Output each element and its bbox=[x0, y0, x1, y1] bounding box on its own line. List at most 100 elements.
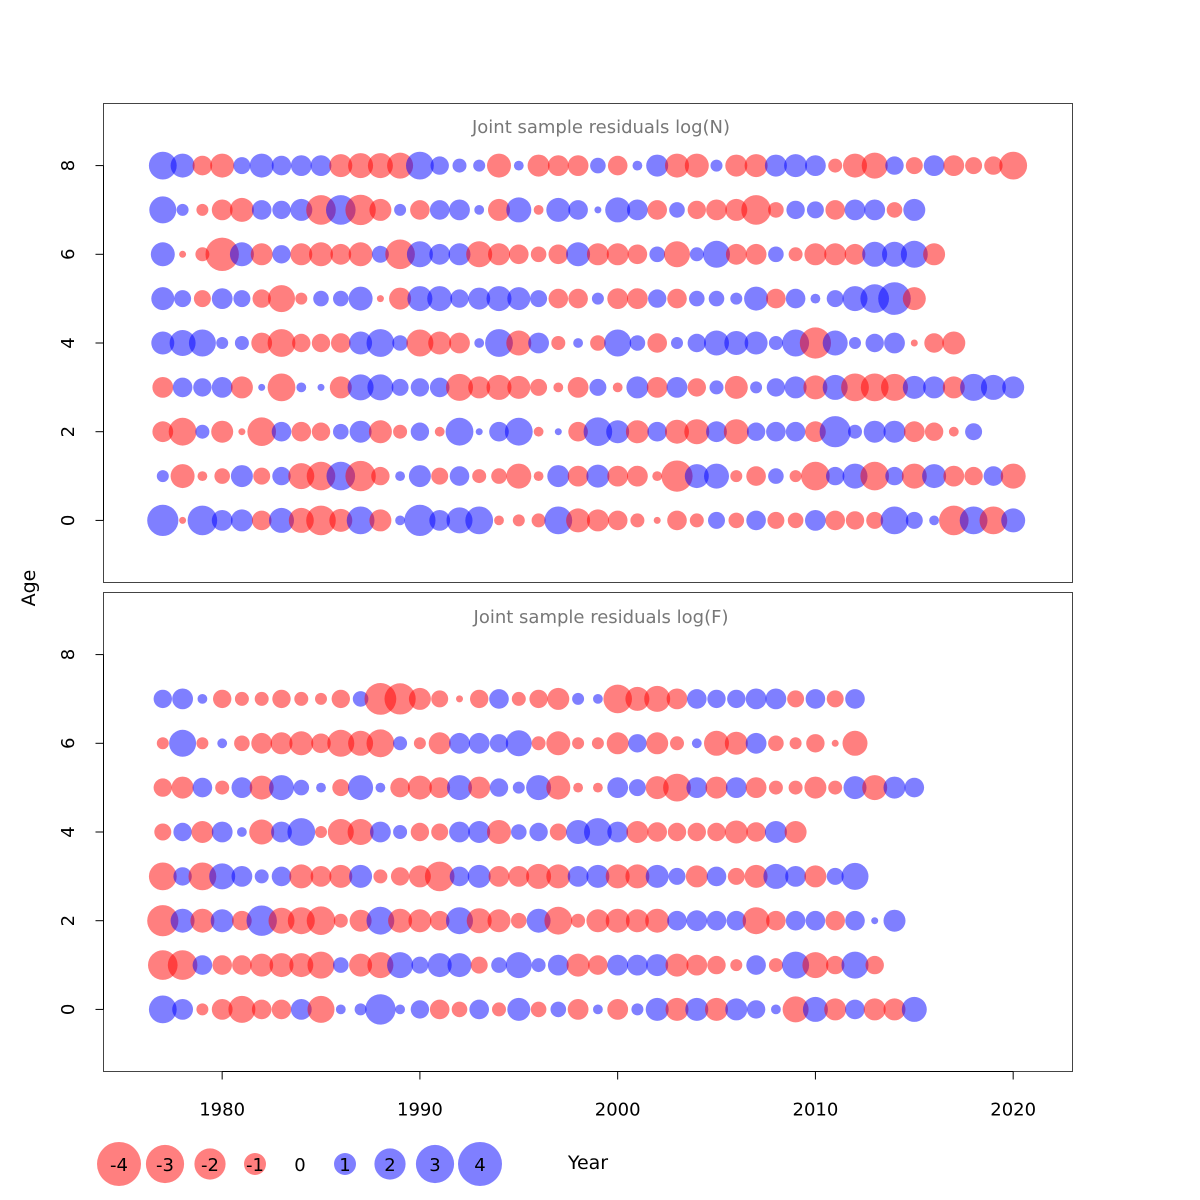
residual-bubble-age7-1998 bbox=[572, 692, 585, 705]
residual-bubble-age5-2002 bbox=[648, 289, 667, 308]
residual-bubble-age6-2000 bbox=[606, 243, 629, 266]
residual-bubble-age5-2008 bbox=[766, 288, 786, 309]
x-tick-label-1980: 1980 bbox=[199, 1100, 245, 1121]
residual-bubble-age3-2016 bbox=[923, 376, 946, 399]
x-axis: 1980 1990 2000 2010 2020 bbox=[199, 1071, 1036, 1121]
residual-bubble-age8-2015 bbox=[905, 157, 923, 175]
residual-bubble-age4-2008 bbox=[764, 821, 787, 843]
residual-bubble-age0-2013 bbox=[866, 511, 884, 529]
residual-bubble-age3-2010 bbox=[804, 865, 827, 888]
residual-bubble-age1-1987 bbox=[349, 953, 373, 977]
residual-bubble-age1-2009 bbox=[782, 951, 810, 979]
residual-bubble-age8-1982 bbox=[249, 153, 274, 178]
residual-bubble-age4-2000 bbox=[607, 821, 629, 843]
residual-bubble-age6-1978 bbox=[169, 729, 197, 757]
residual-bubble-age0-1985 bbox=[307, 995, 335, 1023]
residual-bubble-age6-2012 bbox=[844, 243, 866, 265]
residual-bubble-age0-1991 bbox=[429, 510, 451, 531]
residual-bubble-age8-2001 bbox=[632, 160, 643, 171]
residual-bubble-age2-1993 bbox=[475, 428, 483, 436]
residual-bubble-age7-1987 bbox=[345, 194, 376, 226]
legend-bubble--3 bbox=[145, 1144, 185, 1184]
residual-bubble-age4-1992 bbox=[449, 332, 470, 354]
residual-bubble-age6-1996 bbox=[530, 246, 547, 263]
residual-bubble-age4-2016 bbox=[924, 333, 944, 353]
residual-bubble-age1-1999 bbox=[588, 955, 608, 975]
residual-bubble-age1-1995 bbox=[506, 463, 532, 489]
residual-bubble-age3-2008 bbox=[763, 863, 789, 889]
residual-bubble-age4-1978 bbox=[169, 330, 196, 356]
residual-bubble-age3-1998 bbox=[567, 377, 589, 398]
residual-bubble-age7-1978 bbox=[176, 203, 189, 216]
residual-bubble-age1-1997 bbox=[547, 465, 570, 488]
residual-bubble-age7-2005 bbox=[706, 199, 727, 221]
residual-bubble-age3-2000 bbox=[605, 864, 630, 889]
residual-bubble-age6-2008 bbox=[768, 735, 784, 752]
residual-bubble-age6-2010 bbox=[804, 243, 827, 266]
residual-bubble-age2-1985 bbox=[306, 906, 336, 935]
residual-bubble-age6-1996 bbox=[531, 736, 546, 751]
residual-bubble-age7-2008 bbox=[768, 202, 784, 218]
legend-label--4: -4 bbox=[110, 1155, 128, 1176]
residual-bubble-age1-2011 bbox=[826, 466, 845, 486]
residual-bubble-age6-1995 bbox=[509, 244, 529, 265]
residual-bubble-age5-2013 bbox=[862, 775, 888, 801]
residual-bubble-age8-1979 bbox=[192, 155, 213, 176]
residual-bubble-age7-1983 bbox=[272, 200, 291, 220]
residual-bubble-age3-1998 bbox=[567, 866, 589, 887]
residual-bubble-age0-1993 bbox=[469, 999, 490, 1020]
residual-bubble-age4-2000 bbox=[604, 329, 632, 357]
residual-bubble-age5-2015 bbox=[904, 777, 925, 798]
legend-bubble--4 bbox=[97, 1142, 141, 1186]
residual-bubble-age0-1983 bbox=[269, 507, 294, 533]
residual-bubble-age1-2007 bbox=[746, 466, 766, 486]
y-tick-label-0: 0 bbox=[58, 1004, 79, 1015]
residual-bubble-age3-1997 bbox=[553, 382, 564, 393]
residual-bubble-age4-1978 bbox=[173, 822, 192, 842]
residual-bubble-age7-1979 bbox=[197, 694, 208, 704]
residual-bubble-age7-1990 bbox=[410, 200, 430, 220]
residual-bubble-age1-2003 bbox=[665, 953, 689, 977]
residual-bubble-age2-1987 bbox=[349, 420, 372, 443]
residual-bubble-age7-2003 bbox=[666, 688, 688, 710]
residual-bubble-age7-2009 bbox=[786, 200, 805, 220]
residual-bubble-age2-1998 bbox=[571, 913, 586, 928]
residual-bubble-age0-1998 bbox=[567, 999, 589, 1020]
residual-bubble-age1-1978 bbox=[170, 464, 195, 489]
residual-bubble-age3-2002 bbox=[645, 864, 669, 888]
residual-bubble-age5-1984 bbox=[295, 292, 308, 305]
residual-bubble-age1-2011 bbox=[826, 955, 845, 975]
residual-bubble-age1-1989 bbox=[395, 471, 405, 481]
residual-bubble-age2-1982 bbox=[247, 417, 276, 447]
residual-bubble-age2-2013 bbox=[871, 917, 879, 925]
residual-bubble-age4-2011 bbox=[822, 330, 848, 356]
residual-bubble-age6-1984 bbox=[289, 731, 314, 756]
residual-bubble-age2-1994 bbox=[487, 909, 511, 933]
residual-bubble-age6-1982 bbox=[251, 732, 273, 754]
residual-bubble-age5-2011 bbox=[826, 290, 844, 308]
residual-bubble-age3-1996 bbox=[530, 378, 548, 396]
residual-bubble-age2-1994 bbox=[489, 421, 509, 442]
residual-bubble-age2-1984 bbox=[291, 421, 312, 442]
residual-bubble-age3-2007 bbox=[750, 381, 763, 394]
residual-bubble-age5-2007 bbox=[745, 777, 767, 798]
residual-bubble-age5-1980 bbox=[211, 288, 233, 309]
residual-bubble-age5-2005 bbox=[705, 776, 728, 799]
residual-bubble-age0-1980 bbox=[211, 999, 233, 1020]
residual-bubble-age7-1992 bbox=[449, 199, 470, 221]
residual-bubble-age4-1994 bbox=[487, 820, 511, 844]
residual-bubble-age0-2002 bbox=[645, 997, 669, 1021]
residual-bubble-age1-1978 bbox=[167, 950, 198, 980]
residual-bubble-age2-1989 bbox=[393, 424, 408, 439]
residual-bubble-age2-1992 bbox=[445, 417, 474, 446]
residual-bubble-age5-1990 bbox=[407, 286, 433, 312]
residual-bubble-age5-1992 bbox=[447, 775, 472, 801]
residual-bubble-age2-1990 bbox=[408, 909, 432, 933]
y-tick-label-4: 4 bbox=[58, 337, 79, 348]
residual-bubble-age7-2012 bbox=[845, 689, 865, 709]
residual-bubble-age0-1977 bbox=[147, 504, 179, 536]
y-tick-label-2: 2 bbox=[58, 915, 79, 926]
y-tick-label-2: 2 bbox=[58, 426, 79, 437]
residual-bubble-age8-2009 bbox=[784, 154, 808, 178]
residual-bubble-age6-2003 bbox=[664, 241, 690, 268]
